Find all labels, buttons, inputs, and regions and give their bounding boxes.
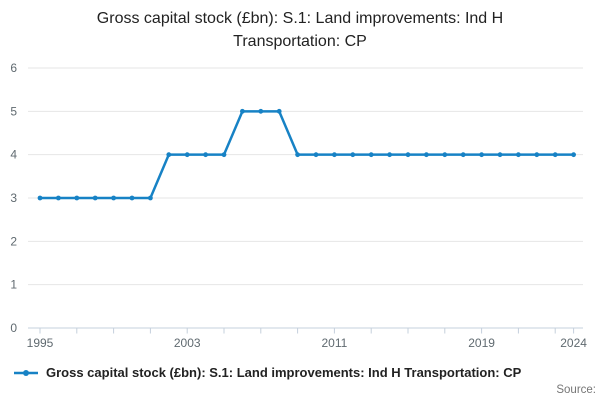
svg-text:4: 4 — [10, 148, 17, 162]
data-point[interactable] — [552, 152, 558, 158]
svg-text:6: 6 — [10, 61, 17, 75]
data-point[interactable] — [184, 152, 190, 158]
svg-text:5: 5 — [10, 104, 17, 118]
data-point[interactable] — [56, 195, 61, 201]
svg-text:2011: 2011 — [321, 336, 347, 350]
data-point[interactable] — [332, 152, 337, 158]
data-point[interactable] — [258, 108, 264, 114]
series-line[interactable] — [37, 108, 576, 201]
legend-line-marker-icon — [14, 369, 38, 376]
data-point[interactable] — [203, 152, 209, 158]
data-point[interactable] — [479, 152, 484, 158]
data-point[interactable] — [313, 152, 319, 158]
data-point[interactable] — [74, 195, 80, 201]
chart-title: Gross capital stock (£bn): S.1: Land imp… — [0, 7, 600, 53]
gridlines — [28, 67, 583, 286]
data-point[interactable] — [442, 152, 448, 158]
data-point[interactable] — [240, 108, 245, 114]
svg-text:3: 3 — [10, 191, 17, 205]
data-point[interactable] — [534, 152, 540, 158]
source-label: Source: — [556, 384, 596, 396]
chart-title-line-2: Transportation: CP — [233, 33, 367, 50]
svg-text:2019: 2019 — [468, 336, 495, 350]
data-point[interactable] — [166, 152, 172, 158]
data-point[interactable] — [295, 152, 300, 158]
y-axis-labels: 0 1 2 3 4 5 6 — [10, 61, 17, 335]
data-point[interactable] — [221, 152, 227, 158]
legend-label: Gross capital stock (£bn): S.1: Land imp… — [46, 365, 522, 380]
data-point[interactable] — [424, 152, 429, 158]
svg-text:1995: 1995 — [27, 336, 54, 350]
data-point[interactable] — [516, 152, 521, 158]
svg-text:0: 0 — [10, 321, 17, 335]
chart-title-line-1: Gross capital stock (£bn): S.1: Land imp… — [96, 10, 504, 27]
data-point[interactable] — [387, 152, 392, 158]
data-point[interactable] — [129, 195, 135, 201]
x-axis-labels: 1995 2003 2011 2019 2024 — [27, 336, 588, 350]
data-point[interactable] — [460, 152, 466, 158]
data-point[interactable] — [111, 195, 116, 201]
svg-text:2003: 2003 — [174, 336, 201, 350]
x-axis — [28, 327, 583, 334]
svg-text:1: 1 — [10, 278, 17, 292]
svg-text:2: 2 — [10, 234, 17, 248]
svg-text:2024: 2024 — [560, 336, 587, 350]
data-point[interactable] — [497, 152, 503, 158]
data-point[interactable] — [350, 152, 356, 158]
data-point[interactable] — [405, 152, 411, 158]
line-chart-plot[interactable]: 1995 2003 2011 2019 2024 0 1 2 3 4 5 6 — [0, 0, 600, 360]
data-point[interactable] — [571, 152, 576, 158]
data-point[interactable] — [37, 195, 43, 201]
data-point[interactable] — [148, 195, 153, 201]
data-point[interactable] — [92, 195, 98, 201]
legend-item[interactable]: Gross capital stock (£bn): S.1: Land imp… — [13, 365, 521, 380]
data-point[interactable] — [368, 152, 374, 158]
data-point[interactable] — [276, 108, 282, 114]
